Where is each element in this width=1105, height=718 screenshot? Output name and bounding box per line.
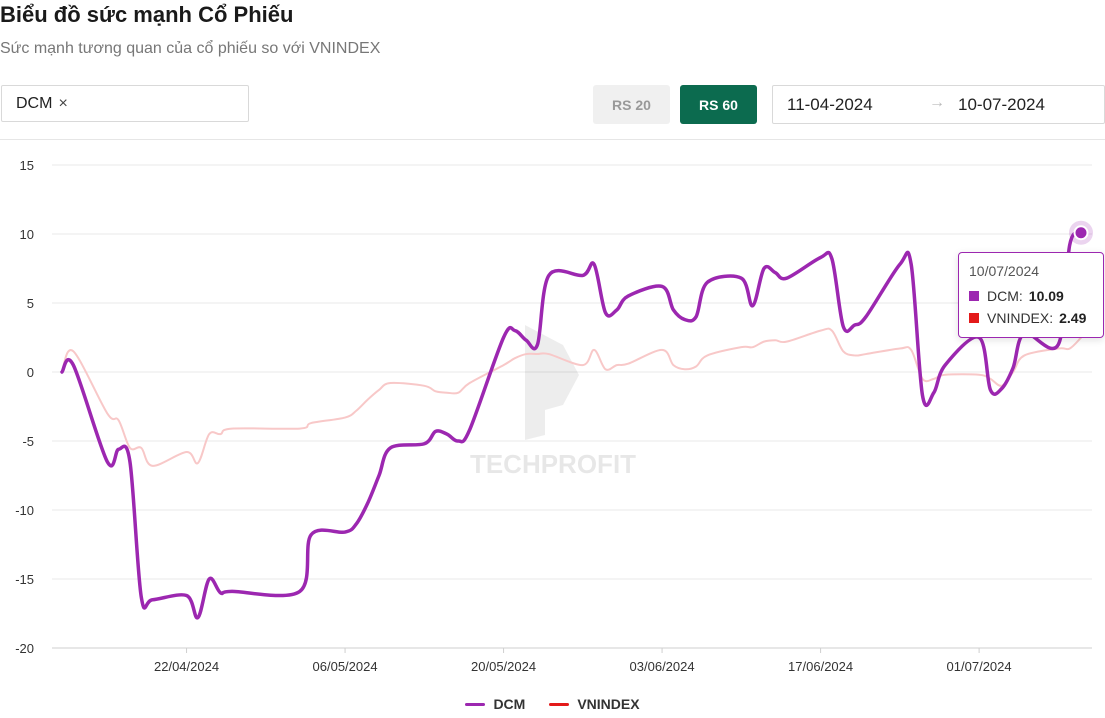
tooltip-vnindex-label: VNINDEX: xyxy=(987,310,1054,326)
tooltip-date: 10/07/2024 xyxy=(969,263,1040,279)
x-tick-label: 20/05/2024 xyxy=(471,659,536,674)
y-tick-label: 10 xyxy=(20,227,34,242)
dcm-highlight-point xyxy=(1073,225,1089,241)
y-tick-label: 0 xyxy=(27,365,34,380)
legend-vnindex-label: VNINDEX xyxy=(577,696,640,712)
watermark-text: TECHPROFIT xyxy=(470,449,636,479)
legend-dcm-line xyxy=(465,702,486,706)
series-line-vnindex xyxy=(61,327,1082,467)
start-date-input[interactable]: 11-04-2024 xyxy=(787,95,873,114)
tooltip-dcm-value: 10.09 xyxy=(1028,288,1064,304)
watermark-logo xyxy=(525,325,579,440)
chart-tooltip: 10/07/2024 DCM: 10.09 VNINDEX: 2.49 xyxy=(958,252,1104,338)
end-date-input[interactable]: 10-07-2024 xyxy=(958,95,1045,114)
tooltip-vnindex-swatch xyxy=(969,313,979,323)
x-tick-label: 22/04/2024 xyxy=(154,659,219,674)
legend-vnindex-line xyxy=(549,702,570,706)
tooltip-dcm-label: DCM: xyxy=(987,288,1023,304)
y-tick-label: -5 xyxy=(22,434,34,449)
rs60-button[interactable]: RS 60 xyxy=(680,85,757,124)
remove-ticker-icon[interactable]: × xyxy=(58,94,68,112)
arrow-right-icon: → xyxy=(929,94,945,111)
ticker-tag-label: DCM xyxy=(16,94,53,112)
chart-legend: DCM VNINDEX xyxy=(0,696,1105,712)
rs-line-chart: 15 10 5 0 -5 -10 -15 -20 22/04/2024 06/05/2024 20/… xyxy=(15,158,1093,674)
tooltip-row-dcm: DCM: 10.09 xyxy=(969,288,1064,304)
legend-item-vnindex[interactable]: VNINDEX xyxy=(549,696,640,712)
x-tick-label: 17/06/2024 xyxy=(788,659,853,674)
y-tick-label: 15 xyxy=(20,158,34,173)
page-title: Biểu đồ sức mạnh Cổ Phiếu xyxy=(0,2,294,27)
tooltip-vnindex-value: 2.49 xyxy=(1059,310,1087,326)
x-tick-label: 01/07/2024 xyxy=(947,659,1012,674)
ticker-select[interactable]: DCM × xyxy=(1,85,249,122)
y-tick-label: -10 xyxy=(15,503,34,518)
date-range-picker[interactable]: 11-04-2024 → 10-07-2024 xyxy=(772,85,1105,124)
legend-dcm-label: DCM xyxy=(493,696,526,712)
tooltip-row-vnindex: VNINDEX: 2.49 xyxy=(969,310,1086,326)
y-tick-label: -20 xyxy=(15,641,34,656)
rs20-button[interactable]: RS 20 xyxy=(593,85,670,124)
x-tick-label: 03/06/2024 xyxy=(630,659,695,674)
y-tick-label: 5 xyxy=(27,296,34,311)
series-line-dcm xyxy=(60,230,1083,620)
tooltip-dcm-swatch xyxy=(969,291,979,301)
page-subtitle: Sức mạnh tương quan của cổ phiếu so với … xyxy=(0,40,381,57)
x-tick-label: 06/05/2024 xyxy=(313,659,378,674)
header-divider xyxy=(0,139,1105,140)
legend-item-dcm[interactable]: DCM xyxy=(465,696,525,712)
y-tick-label: -15 xyxy=(15,572,34,587)
